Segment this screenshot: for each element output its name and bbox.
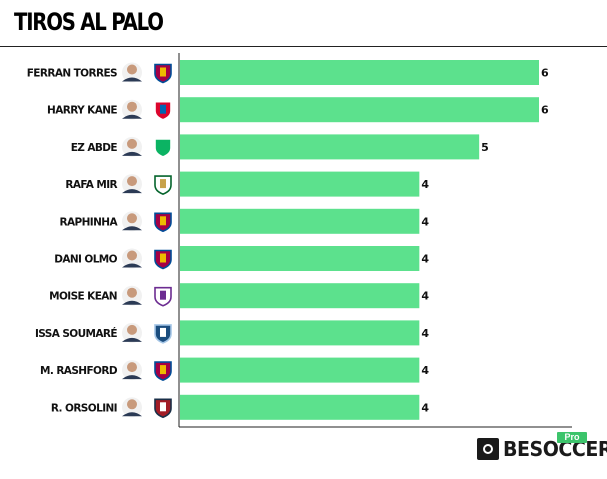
player-avatar xyxy=(122,248,142,269)
category-label: HARRY KANE xyxy=(47,105,117,117)
player-avatar xyxy=(122,211,142,232)
bar xyxy=(180,246,420,271)
category-label: RAPHINHA xyxy=(59,216,118,228)
player-avatar xyxy=(122,62,142,83)
page-title: TIROS AL PALO xyxy=(14,8,164,36)
barcelona-crest-icon xyxy=(154,212,172,233)
header: TIROS AL PALO xyxy=(0,0,607,47)
data-label: 4 xyxy=(421,290,429,303)
betis-crest-icon xyxy=(154,138,172,158)
category-label: FERRAN TORRES xyxy=(27,68,117,80)
data-label: 6 xyxy=(541,104,549,117)
bar xyxy=(180,394,420,420)
bar xyxy=(180,60,539,85)
player-avatar xyxy=(122,397,142,418)
fiorentina-crest-icon xyxy=(154,286,172,307)
pro-badge: Pro xyxy=(557,432,587,443)
category-label: DANI OLMO xyxy=(54,254,117,266)
data-label: 5 xyxy=(481,141,489,154)
player-avatar xyxy=(122,99,142,120)
le-havre-crest-icon xyxy=(154,324,172,344)
bar xyxy=(180,320,420,346)
category-label: M. RASHFORD xyxy=(40,365,118,377)
besoccer-logo-icon xyxy=(477,438,499,460)
data-label: 4 xyxy=(421,215,429,228)
bar xyxy=(180,97,539,123)
besoccer-logo-text: BESOCCER xyxy=(503,437,607,461)
player-avatar xyxy=(122,174,142,195)
data-label: 4 xyxy=(421,178,429,191)
data-label: 4 xyxy=(421,327,429,340)
category-label: RAFA MIR xyxy=(65,179,117,191)
bar xyxy=(180,134,480,160)
barcelona-crest-icon xyxy=(154,249,172,270)
category-label: ISSA SOUMARÉ xyxy=(35,327,117,340)
barcelona-crest-icon xyxy=(154,63,172,84)
category-label: MOISE KEAN xyxy=(49,291,117,303)
bayern-crest-icon xyxy=(154,100,172,121)
bologna-crest-icon xyxy=(154,398,172,419)
bar xyxy=(180,283,420,309)
category-label: R. ORSOLINI xyxy=(51,402,117,414)
category-label: EZ ABDE xyxy=(71,142,118,154)
data-label: 4 xyxy=(421,253,429,266)
besoccer-logo: BESOCCER Pro xyxy=(477,432,607,464)
bar xyxy=(180,208,420,234)
player-avatar xyxy=(122,136,142,157)
player-avatar xyxy=(122,322,142,343)
bar xyxy=(180,357,420,383)
data-label: 6 xyxy=(541,67,549,80)
data-label: 4 xyxy=(421,364,429,377)
barcelona-crest-icon xyxy=(154,361,172,381)
bar xyxy=(180,171,420,197)
data-label: 4 xyxy=(421,401,429,414)
elche-crest-icon xyxy=(154,175,172,195)
player-avatar xyxy=(122,285,142,306)
player-avatar xyxy=(122,360,142,381)
